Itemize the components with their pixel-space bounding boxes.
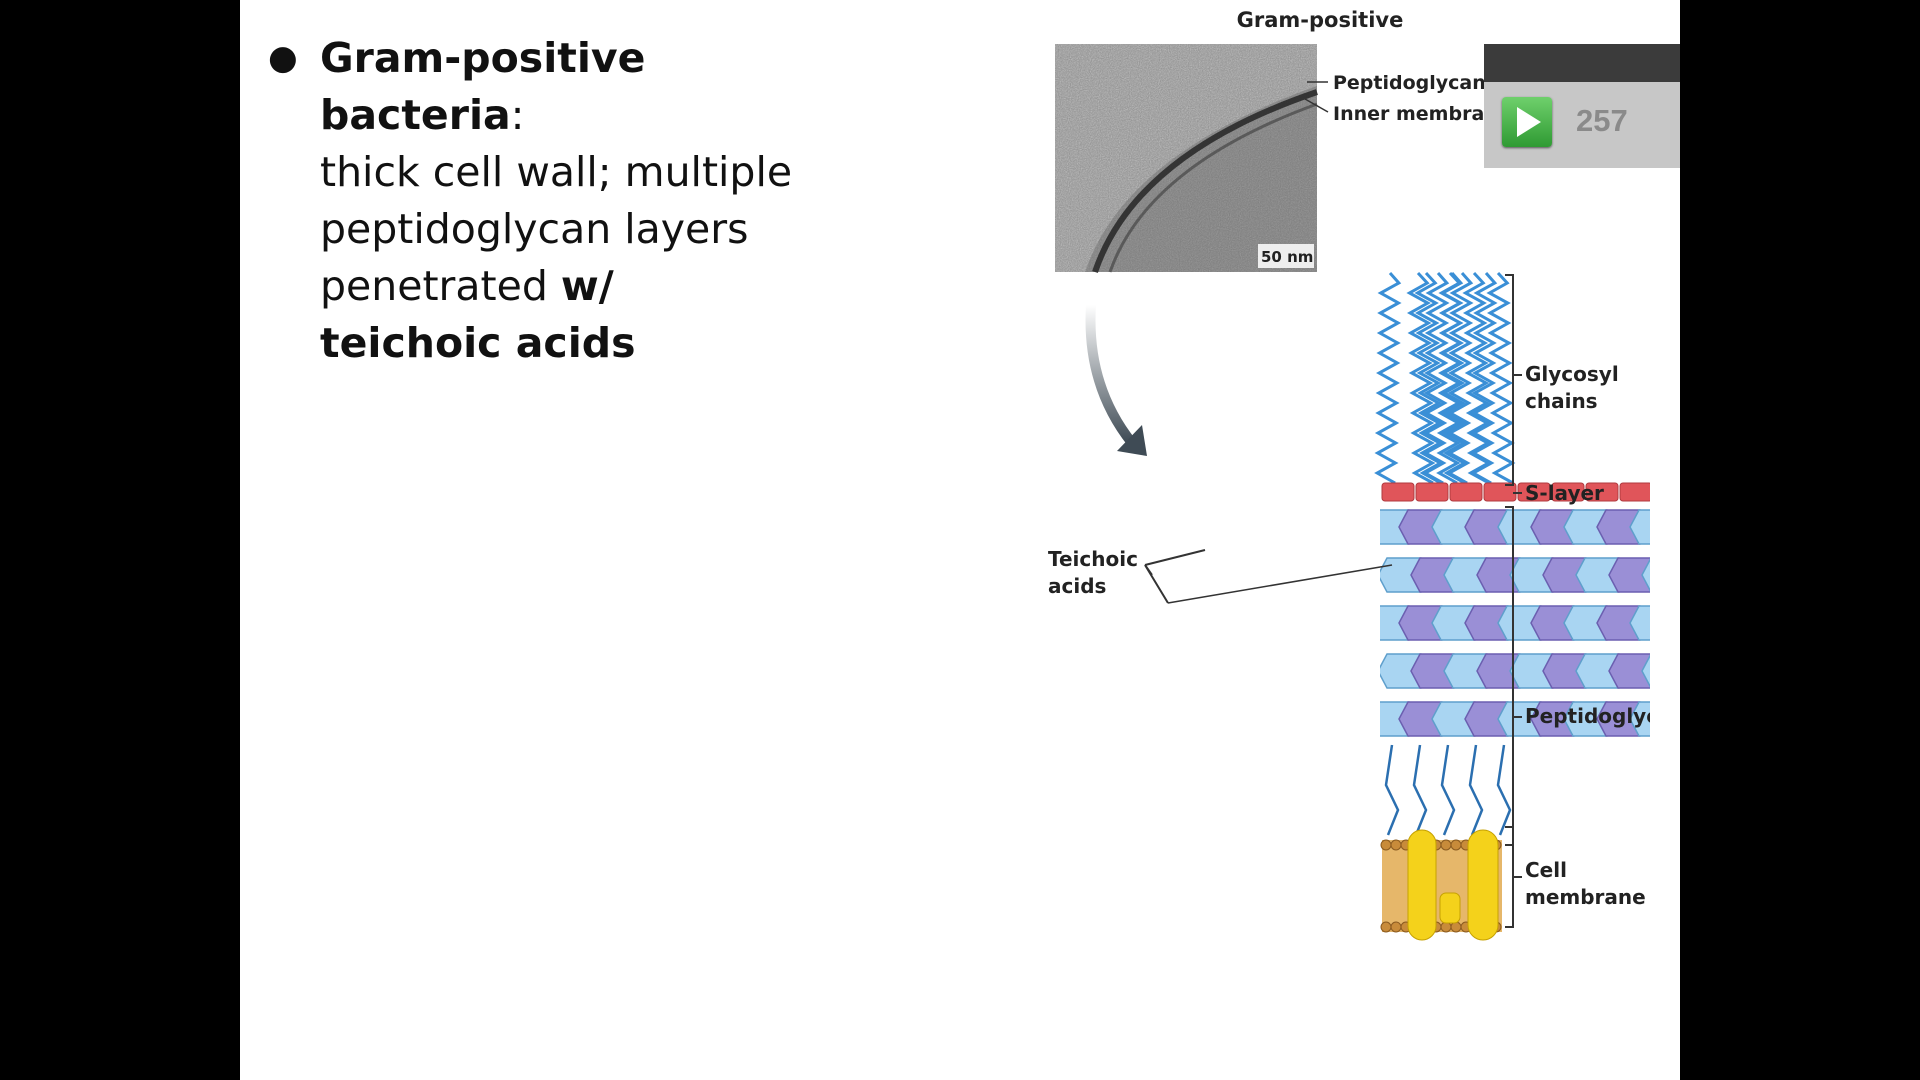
widget-title-bar xyxy=(1484,44,1680,82)
glycosyl-chains xyxy=(1377,273,1513,483)
teichoic-pointer xyxy=(1168,565,1392,603)
lipid-head xyxy=(1381,840,1391,850)
lipid-head xyxy=(1381,922,1391,932)
micrograph-image xyxy=(1055,44,1317,272)
cell-wall-diagram: Glycosyl chains S-layer Teichoic acids P… xyxy=(1020,265,1650,945)
label-cell-1: Cell xyxy=(1525,858,1567,882)
view-counter-widget[interactable]: 257 xyxy=(1484,44,1680,168)
teichoic-acid xyxy=(1442,745,1454,835)
s-layer-block xyxy=(1450,483,1482,501)
label-s-layer: S-layer xyxy=(1525,481,1604,505)
bullet-line-2: peptidoglycan layers xyxy=(320,205,748,253)
peptidoglycan-layers xyxy=(1366,510,1650,736)
bullet-text: Gram-positive bacteria: thick cell wall;… xyxy=(320,30,840,372)
bullet-heading: Gram-positive bacteria xyxy=(320,34,645,139)
glycosyl-chain xyxy=(1377,273,1399,483)
label-teichoic-2: acids xyxy=(1048,574,1106,598)
figure-title: Gram-positive xyxy=(1205,8,1435,32)
label-peptidoglycan: Peptidoglycan xyxy=(1525,704,1650,728)
view-count: 257 xyxy=(1576,103,1628,139)
electron-micrograph: 50 nm Peptidoglycan Inner membrane xyxy=(1055,44,1485,274)
lipid-head xyxy=(1441,840,1451,850)
scale-bar-label: 50 nm xyxy=(1261,248,1313,266)
label-peptidoglycan-micrograph: Peptidoglycan xyxy=(1333,72,1485,94)
bullet-icon: ● xyxy=(268,30,298,87)
bullet-bold-2: teichoic acids xyxy=(320,319,636,367)
label-inner-membrane: Inner membrane xyxy=(1333,103,1485,125)
membrane-protein xyxy=(1468,830,1498,940)
label-cell-2: membrane xyxy=(1525,885,1646,909)
cell-membrane xyxy=(1381,830,1502,940)
bullet-bold-1: w/ xyxy=(561,262,614,310)
curved-arrow-icon xyxy=(1091,305,1132,443)
teichoic-acid xyxy=(1414,745,1426,835)
bullet-line-1: thick cell wall; multiple xyxy=(320,148,792,196)
lipid-head xyxy=(1451,840,1461,850)
label-glycosyl-1: Glycosyl xyxy=(1525,362,1619,386)
label-teichoic-1: Teichoic xyxy=(1048,547,1138,571)
lipid-head xyxy=(1391,840,1401,850)
bullet-colon: : xyxy=(511,91,525,139)
membrane-protein xyxy=(1440,893,1460,923)
membrane-protein xyxy=(1408,830,1436,940)
teichoic-acid xyxy=(1498,745,1510,835)
lipid-head xyxy=(1391,922,1401,932)
play-icon[interactable] xyxy=(1502,97,1552,147)
s-layer-block xyxy=(1382,483,1414,501)
slide: ● Gram-positive bacteria: thick cell wal… xyxy=(240,0,1680,1080)
teichoic-acid xyxy=(1470,745,1482,835)
s-layer-block xyxy=(1620,483,1650,501)
s-layer-block xyxy=(1416,483,1448,501)
bullet-line-3: penetrated xyxy=(320,262,548,310)
label-glycosyl-2: chains xyxy=(1525,389,1598,413)
teichoic-acid xyxy=(1386,745,1398,835)
